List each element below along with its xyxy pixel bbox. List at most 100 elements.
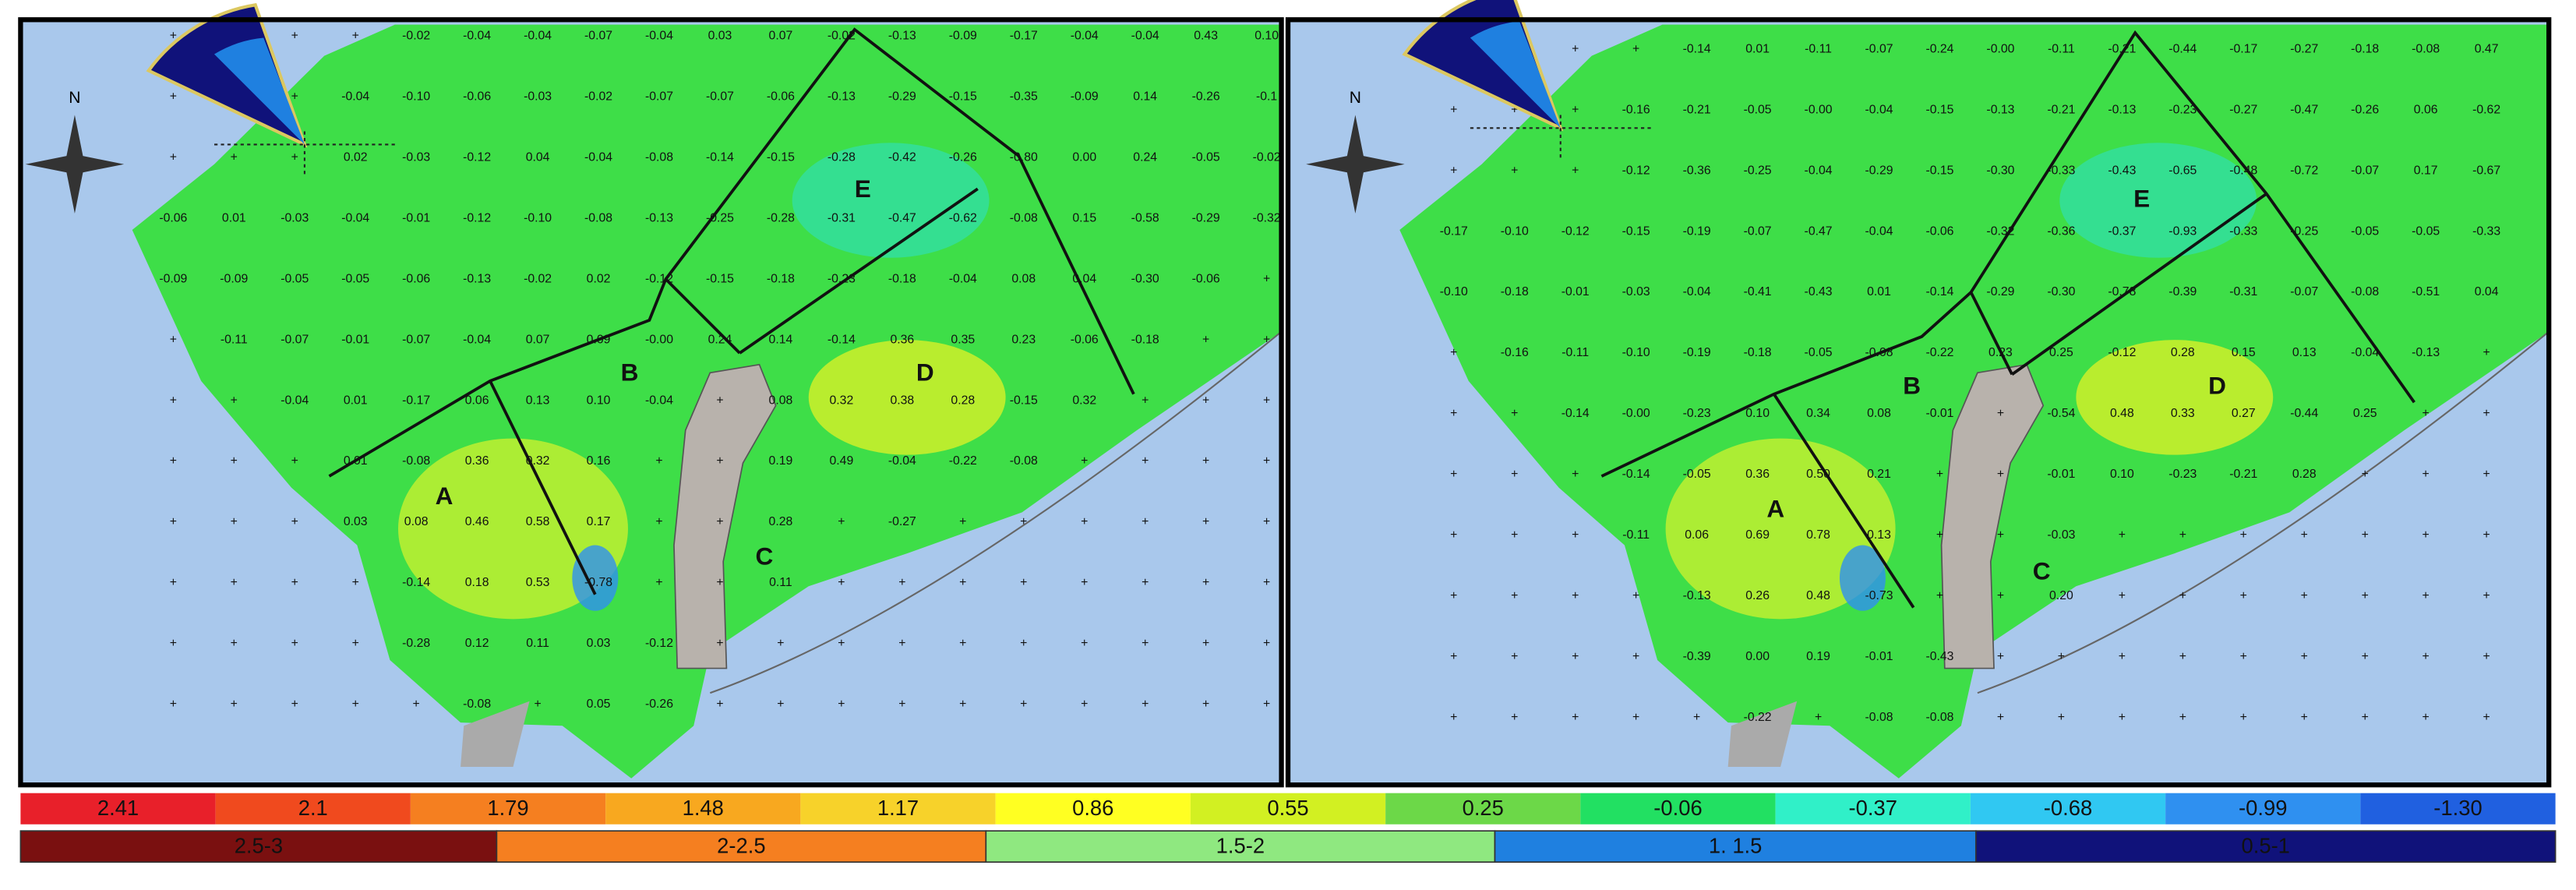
value-label: -0.05 — [2412, 224, 2440, 238]
grid-marker: + — [1572, 528, 1579, 542]
grid-marker: + — [231, 637, 238, 650]
value-label: -0.01 — [1925, 407, 1953, 420]
grid-marker: + — [1020, 637, 1027, 650]
value-label: 0.28 — [2292, 468, 2317, 481]
value-label: -0.28 — [402, 637, 430, 650]
grid-marker: + — [2422, 711, 2430, 724]
grid-marker: + — [716, 454, 723, 468]
value-label: -0.65 — [2168, 164, 2197, 177]
value-label: 0.15 — [1072, 211, 1096, 224]
value-label: -0.08 — [463, 698, 491, 711]
value-label: -0.44 — [2168, 42, 2197, 55]
value-label: 0.48 — [1806, 589, 1830, 602]
value-label: 0.08 — [1011, 272, 1036, 285]
value-label: 0.28 — [2171, 346, 2195, 359]
value-label: -0.04 — [949, 272, 977, 285]
value-label: -0.11 — [221, 333, 248, 346]
value-label: -0.07 — [2351, 164, 2379, 177]
scale-swatch — [410, 793, 606, 825]
scale-swatch — [215, 793, 411, 825]
compass-north: N — [1350, 89, 1361, 107]
value-label: -0.10 — [1501, 224, 1529, 238]
value-label: -0.04 — [1131, 30, 1159, 43]
grid-marker: + — [2483, 528, 2490, 542]
grid-marker: + — [1263, 515, 1270, 528]
value-label: 0.38 — [890, 394, 914, 407]
grid-marker: + — [2422, 589, 2430, 602]
grid-marker: + — [291, 90, 298, 103]
value-label: -0.93 — [2168, 224, 2197, 238]
value-label: -0.13 — [1986, 103, 2014, 116]
value-label: -0.44 — [2290, 407, 2318, 420]
wind-rose-inner — [1470, 21, 1561, 129]
grid-marker: + — [534, 698, 541, 711]
grid-marker: + — [2240, 650, 2247, 663]
grid-marker: + — [1020, 515, 1027, 528]
grid-marker: + — [2301, 650, 2308, 663]
value-label: 0.06 — [465, 394, 489, 407]
grid-marker: + — [1997, 528, 2004, 542]
grid-marker: + — [1450, 589, 1457, 602]
compass-north: N — [69, 89, 80, 107]
value-label: -0.04 — [281, 394, 309, 407]
wind-swatch — [19, 830, 498, 864]
grid-marker: + — [716, 576, 723, 589]
grid-marker: + — [2362, 650, 2369, 663]
scale-label: 1.17 — [877, 796, 919, 820]
value-label: -0.54 — [2047, 407, 2075, 420]
grid-marker: + — [959, 637, 966, 650]
grid-marker: + — [291, 576, 298, 589]
grid-marker: + — [2483, 711, 2490, 724]
value-label: -0.04 — [2351, 346, 2379, 359]
value-label: -0.21 — [2108, 42, 2136, 55]
value-label: 0.21 — [1867, 468, 1891, 481]
zone-label: C — [755, 542, 773, 570]
value-label: -0.05 — [1805, 346, 1833, 359]
value-label: 0.13 — [526, 394, 550, 407]
value-label: -0.41 — [1744, 285, 1772, 298]
value-label: 0.28 — [951, 394, 975, 407]
value-label: -0.15 — [1925, 103, 1953, 116]
value-label: -0.15 — [1010, 394, 1038, 407]
grid-marker: + — [2422, 650, 2430, 663]
grid-marker: + — [1263, 637, 1270, 650]
value-label: -0.06 — [767, 90, 795, 103]
value-label: -0.04 — [463, 333, 491, 346]
grid-marker: + — [1081, 698, 1088, 711]
value-label: -0.29 — [1986, 285, 2014, 298]
value-label: 0.46 — [465, 515, 489, 528]
value-label: -0.27 — [888, 515, 916, 528]
value-label: 0.78 — [1806, 528, 1830, 542]
value-label: -0.39 — [1683, 650, 1711, 663]
grid-marker: + — [231, 150, 238, 164]
grid-marker: + — [1081, 515, 1088, 528]
value-label: -0.08 — [1865, 711, 1893, 724]
value-label: 0.34 — [1806, 407, 1830, 420]
grid-marker: + — [838, 515, 845, 528]
value-label: -0.06 — [463, 90, 491, 103]
scale-label: -0.68 — [2044, 796, 2092, 820]
value-label: -0.10 — [524, 211, 552, 224]
value-label: -0.17 — [402, 394, 430, 407]
value-label: -0.08 — [402, 454, 430, 468]
wind-rose-inner — [214, 37, 305, 145]
grid-marker: + — [170, 576, 177, 589]
value-label: -0.21 — [2047, 103, 2075, 116]
grid-marker: + — [2362, 528, 2369, 542]
value-label: -0.19 — [1683, 346, 1711, 359]
value-label: -0.11 — [2048, 42, 2075, 55]
value-label: -0.00 — [1622, 407, 1650, 420]
value-label: -0.11 — [1622, 528, 1650, 542]
grid-marker: + — [2362, 468, 2369, 481]
grid-marker: + — [291, 637, 298, 650]
wind-swatch — [1974, 830, 2557, 864]
value-label: 0.43 — [1194, 30, 1218, 43]
value-label: -0.08 — [2412, 42, 2440, 55]
value-label: -0.15 — [767, 150, 795, 164]
value-label: 0.58 — [526, 515, 550, 528]
value-label: 0.20 — [2049, 589, 2073, 602]
value-label: -0.03 — [281, 211, 309, 224]
value-label: -0.10 — [402, 90, 430, 103]
grid-marker: + — [231, 394, 238, 407]
grid-marker: + — [1511, 164, 1518, 177]
